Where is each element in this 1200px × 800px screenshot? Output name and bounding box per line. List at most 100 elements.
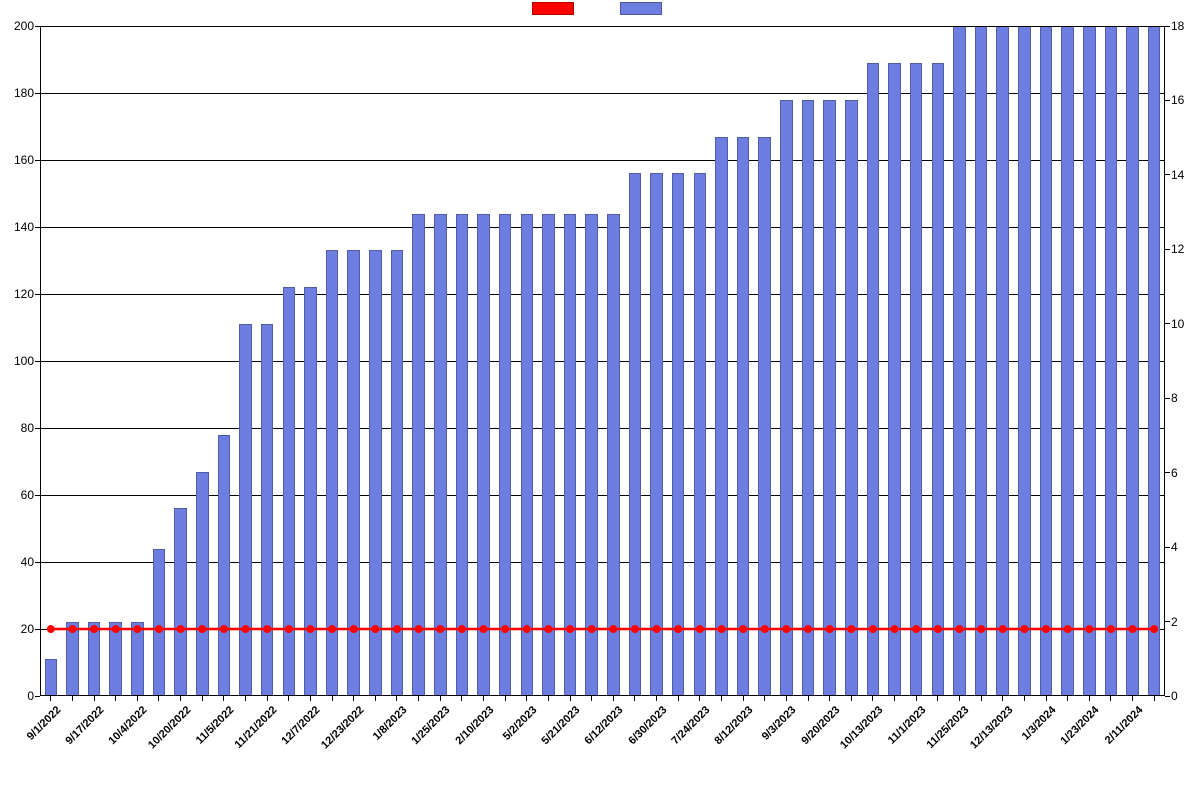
y-left-tick-label: 80 <box>21 421 40 435</box>
x-tick-label: 1/8/2023 <box>371 704 410 743</box>
x-tick-label: 1/23/2024 <box>1059 704 1102 747</box>
line-marker <box>458 625 466 633</box>
x-tickmark <box>829 696 830 701</box>
line-marker <box>782 625 790 633</box>
line-marker <box>653 625 661 633</box>
x-tick-label: 12/13/2023 <box>968 704 1015 751</box>
line-marker <box>977 625 985 633</box>
line-marker <box>955 625 963 633</box>
x-tickmark <box>721 696 722 701</box>
line-marker <box>609 625 617 633</box>
x-tickmark <box>267 696 268 701</box>
x-tickmark <box>310 696 311 701</box>
y-left-tick-label: 100 <box>14 354 40 368</box>
y-right-tick-label: 8 <box>1165 391 1178 405</box>
legend-swatch-bar <box>620 2 662 15</box>
y-left-tick-label: 20 <box>21 622 40 636</box>
x-tick-label: 12/7/2022 <box>280 704 323 747</box>
x-tickmark <box>526 696 527 701</box>
line-marker <box>1107 625 1115 633</box>
x-tickmark <box>72 696 73 701</box>
y-right-tick-label: 0 <box>1165 689 1178 703</box>
line-marker <box>523 625 531 633</box>
y-right-tick-label: 12 <box>1165 242 1184 256</box>
line-marker <box>912 625 920 633</box>
line-marker <box>674 625 682 633</box>
x-tickmark <box>1154 696 1155 701</box>
x-tick-label: 2/11/2024 <box>1102 704 1145 747</box>
y-right-tick-label: 4 <box>1165 540 1178 554</box>
x-tickmark <box>158 696 159 701</box>
x-tickmark <box>1067 696 1068 701</box>
y-right-tick-label: 18 <box>1165 19 1184 33</box>
line-marker <box>1129 625 1137 633</box>
x-tick-label: 11/21/2022 <box>233 704 280 751</box>
x-tickmark <box>288 696 289 701</box>
x-tickmark <box>461 696 462 701</box>
x-tick-label: 8/12/2023 <box>713 704 756 747</box>
line-marker <box>696 625 704 633</box>
line-marker <box>47 625 55 633</box>
x-tick-label: 10/4/2022 <box>107 704 150 747</box>
line-marker <box>371 625 379 633</box>
x-tick-label: 9/1/2022 <box>25 704 64 743</box>
line-marker <box>761 625 769 633</box>
line-marker <box>242 625 250 633</box>
line-marker <box>112 625 120 633</box>
x-tickmark <box>137 696 138 701</box>
line-marker <box>68 625 76 633</box>
line-marker <box>544 625 552 633</box>
line-marker <box>1150 625 1158 633</box>
line-marker <box>826 625 834 633</box>
legend <box>0 2 1200 15</box>
x-tickmark <box>396 696 397 701</box>
line-marker <box>393 625 401 633</box>
x-tickmark <box>180 696 181 701</box>
x-tick-label: 6/12/2023 <box>583 704 626 747</box>
x-tickmark <box>851 696 852 701</box>
y-left-tick-label: 180 <box>14 86 40 100</box>
x-tickmark <box>699 696 700 701</box>
y-left-tick-label: 60 <box>21 488 40 502</box>
x-tickmark <box>570 696 571 701</box>
x-tick-label: 5/21/2023 <box>539 704 582 747</box>
legend-item-line <box>532 2 580 15</box>
x-tickmark <box>50 696 51 701</box>
x-tickmark <box>786 696 787 701</box>
line-marker <box>869 625 877 633</box>
line-marker <box>90 625 98 633</box>
x-tickmark <box>743 696 744 701</box>
x-tickmark <box>678 696 679 701</box>
line-marker <box>133 625 141 633</box>
y-left-tick-label: 200 <box>14 19 40 33</box>
x-tickmark <box>764 696 765 701</box>
x-tick-label: 10/20/2022 <box>146 704 193 751</box>
line-marker <box>436 625 444 633</box>
y-right-tick-label: 14 <box>1165 168 1184 182</box>
legend-swatch-line <box>532 2 574 15</box>
y-left-tick-label: 40 <box>21 555 40 569</box>
x-tickmark <box>202 696 203 701</box>
x-tickmark <box>1024 696 1025 701</box>
line-marker <box>566 625 574 633</box>
line-marker <box>501 625 509 633</box>
y-right-tick-label: 2 <box>1165 615 1178 629</box>
x-tickmark <box>353 696 354 701</box>
line-marker <box>263 625 271 633</box>
line-marker <box>804 625 812 633</box>
x-tickmark <box>245 696 246 701</box>
line-marker <box>891 625 899 633</box>
x-tick-label: 1/25/2023 <box>410 704 453 747</box>
line-marker <box>328 625 336 633</box>
legend-item-bar <box>620 2 668 15</box>
line-marker <box>198 625 206 633</box>
x-tickmark <box>1046 696 1047 701</box>
x-tick-label: 9/3/2023 <box>760 704 799 743</box>
x-tick-label: 11/1/2023 <box>886 704 929 747</box>
line-marker <box>415 625 423 633</box>
line-marker <box>847 625 855 633</box>
line-marker <box>1085 625 1093 633</box>
x-tick-label: 5/2/2023 <box>500 704 539 743</box>
x-tickmark <box>634 696 635 701</box>
x-tickmark <box>1089 696 1090 701</box>
